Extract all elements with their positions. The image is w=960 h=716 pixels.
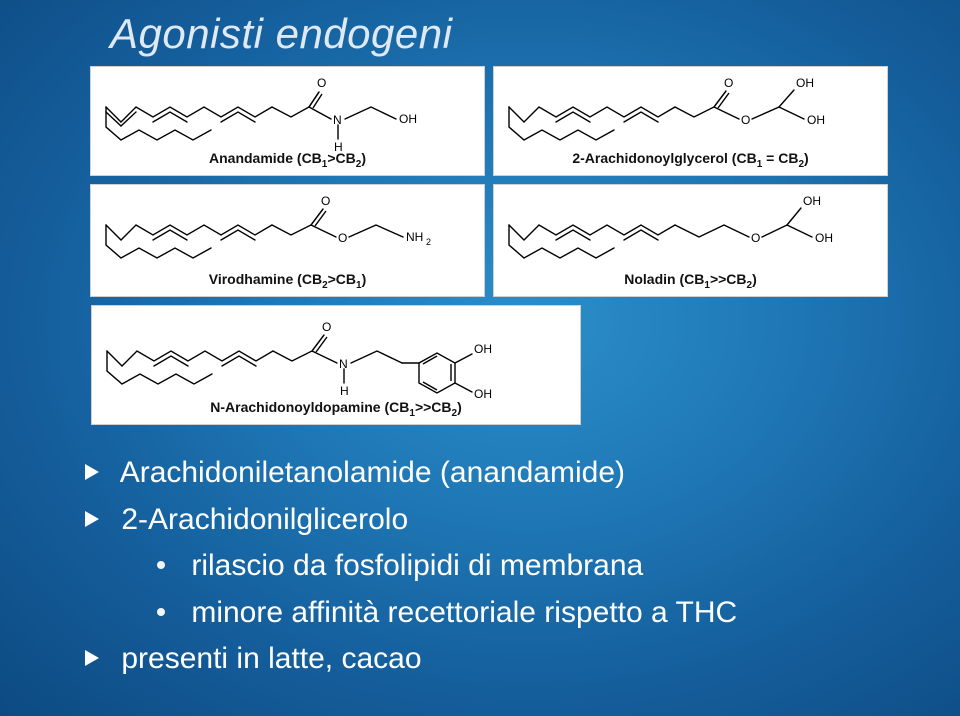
svg-text:2: 2	[426, 237, 431, 247]
svg-text:O: O	[322, 320, 331, 334]
bullet-item: presenti in latte, cacao	[85, 636, 737, 683]
chevron-right-icon	[85, 464, 99, 480]
molecule-box-noladin: O OH OH Noladin (CB1>>CB2)	[493, 184, 888, 297]
bullet-text: minore affinità recettoriale rispetto a …	[191, 596, 737, 629]
bullet-text: presenti in latte, cacao	[121, 642, 421, 675]
dot-icon	[157, 561, 165, 569]
bullet-text: Arachidoniletanolamide (anandamide)	[120, 456, 625, 489]
svg-text:OH: OH	[474, 342, 492, 356]
svg-text:OH: OH	[815, 231, 833, 245]
molecule-caption-nada: N-Arachidonoyldopamine (CB1>>CB2)	[210, 399, 462, 419]
chevron-right-icon	[85, 511, 99, 527]
bullet-subitem: minore affinità recettoriale rispetto a …	[85, 590, 737, 637]
molecule-caption-noladin: Noladin (CB1>>CB2)	[624, 271, 757, 291]
molecule-box-2ag: O O OH OH 2-Arachidonoylglycerol (CB1 = …	[493, 66, 888, 176]
svg-text:O: O	[321, 194, 330, 208]
svg-text:O: O	[724, 76, 733, 90]
svg-text:OH: OH	[796, 76, 814, 90]
molecule-caption-virodhamine: Virodhamine (CB2>CB1)	[209, 271, 367, 291]
svg-text:OH: OH	[399, 112, 417, 126]
svg-text:OH: OH	[807, 113, 825, 127]
bullet-item: Arachidoniletanolamide (anandamide)	[85, 450, 737, 497]
bullet-subitem: rilascio da fosfolipidi di membrana	[85, 543, 737, 590]
molecule-box-anandamide: O N H OH Anandamide (CB1>CB2)	[90, 66, 485, 176]
molecule-caption-2ag: 2-Arachidonoylglycerol (CB1 = CB2)	[572, 150, 808, 170]
dot-icon	[157, 608, 165, 616]
svg-text:H: H	[340, 384, 349, 398]
bullet-text: 2-Arachidonilglicerolo	[121, 503, 408, 536]
molecule-box-virodhamine: O O NH 2 Virodhamine (CB2>CB1)	[90, 184, 485, 297]
svg-text:O: O	[741, 113, 750, 127]
svg-text:O: O	[317, 76, 326, 90]
svg-text:OH: OH	[803, 194, 821, 208]
svg-text:O: O	[751, 231, 760, 245]
bullet-item: 2-Arachidonilglicerolo	[85, 497, 737, 544]
svg-text:NH: NH	[406, 230, 423, 244]
molecule-caption-anandamide: Anandamide (CB1>CB2)	[209, 150, 366, 170]
svg-text:O: O	[338, 231, 347, 245]
bullet-list: Arachidoniletanolamide (anandamide) 2-Ar…	[85, 450, 737, 683]
chevron-right-icon	[85, 650, 99, 666]
molecule-box-nada: O N H OH OH N-Arachidonoyldopamine (CB1>…	[91, 305, 581, 425]
bullet-text: rilascio da fosfolipidi di membrana	[191, 549, 643, 582]
svg-text:OH: OH	[474, 387, 492, 401]
slide-title: Agonisti endogeni	[110, 10, 452, 58]
